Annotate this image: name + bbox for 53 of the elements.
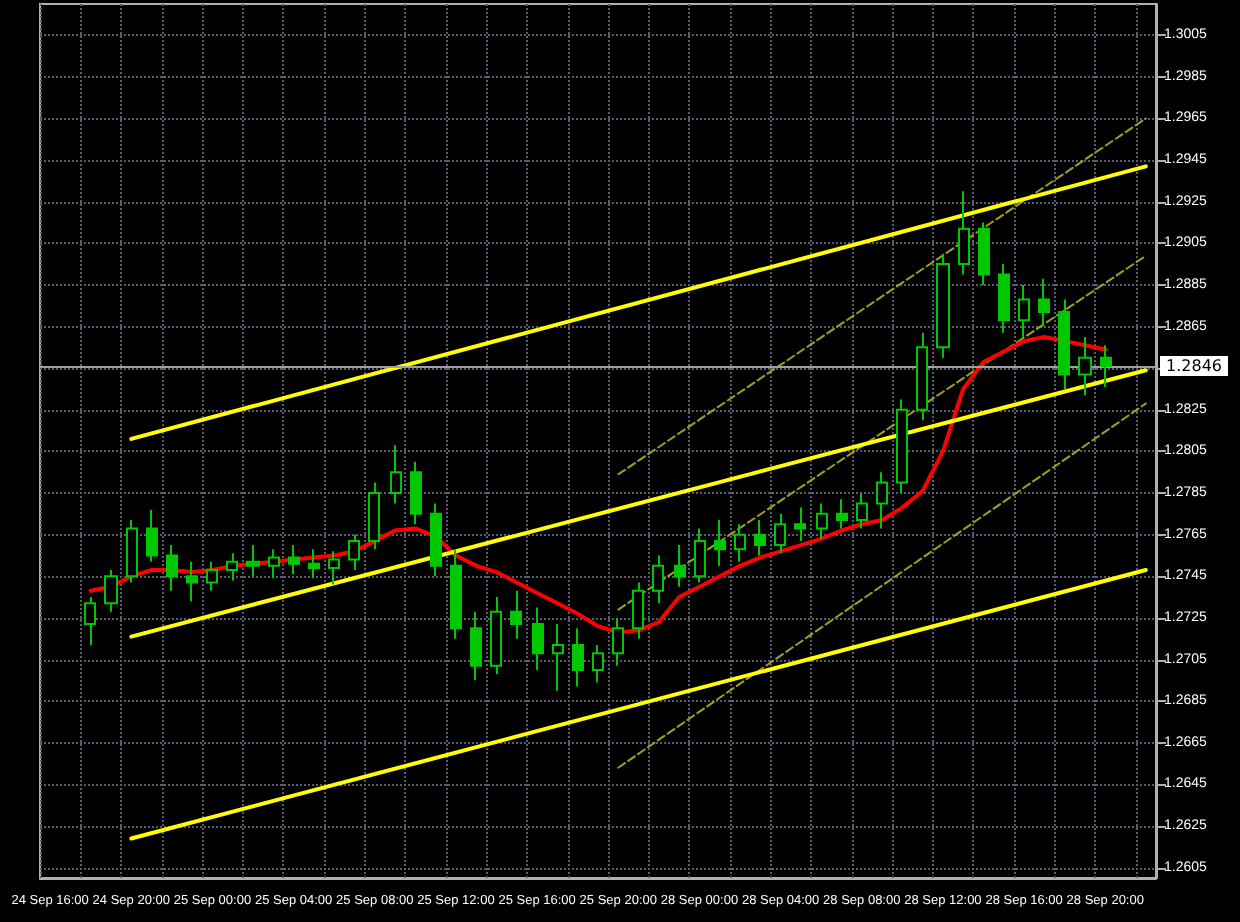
candlestick	[836, 498, 848, 530]
candlestick	[532, 606, 544, 671]
candlestick	[368, 481, 380, 551]
candlestick	[226, 552, 238, 582]
candlestick	[936, 252, 950, 359]
candlestick	[246, 544, 260, 578]
candlestick	[470, 610, 482, 682]
candlestick	[104, 569, 118, 613]
candlestick	[674, 544, 686, 588]
candlestick	[998, 263, 1010, 334]
candlestick	[390, 444, 402, 505]
candlestick	[572, 627, 584, 688]
candlestick	[510, 589, 522, 640]
candlestick	[552, 623, 564, 692]
candlestick	[958, 190, 970, 276]
candlestick	[1078, 335, 1092, 397]
candlestick	[186, 560, 198, 603]
candlestick	[166, 544, 178, 592]
candlestick	[348, 533, 360, 572]
candlestick	[652, 554, 664, 605]
candlestick	[714, 519, 726, 567]
candlestick	[916, 331, 928, 422]
candlestick	[1100, 344, 1112, 388]
ref-line-label: 1.2846	[1166, 357, 1222, 376]
candlestick	[876, 471, 888, 530]
candlestick	[1018, 283, 1030, 338]
candlestick	[794, 506, 806, 542]
candlestick	[694, 527, 706, 584]
candlestick	[754, 519, 766, 557]
candlestick	[146, 508, 158, 563]
candlestick	[328, 550, 340, 586]
candlestick	[430, 502, 442, 578]
candlestick	[612, 616, 624, 667]
candlestick	[856, 492, 868, 530]
candlestick	[84, 596, 96, 646]
candlestick	[734, 523, 746, 563]
candlestick	[126, 519, 138, 584]
candlestick	[490, 596, 502, 676]
candlestick	[1058, 298, 1070, 390]
candlestick	[632, 581, 644, 640]
candlestick	[308, 548, 320, 580]
candlestick	[450, 548, 462, 640]
candlestick	[774, 512, 786, 555]
candlestick	[410, 460, 422, 526]
candlestick	[816, 502, 828, 540]
candlestick	[896, 398, 908, 495]
candlestick	[978, 221, 990, 286]
candlestick	[1038, 277, 1050, 328]
candlestick	[268, 548, 280, 580]
candlestick	[592, 643, 604, 684]
candlestick	[206, 560, 218, 592]
line-series	[88, 334, 1108, 635]
candlestick	[288, 544, 300, 576]
